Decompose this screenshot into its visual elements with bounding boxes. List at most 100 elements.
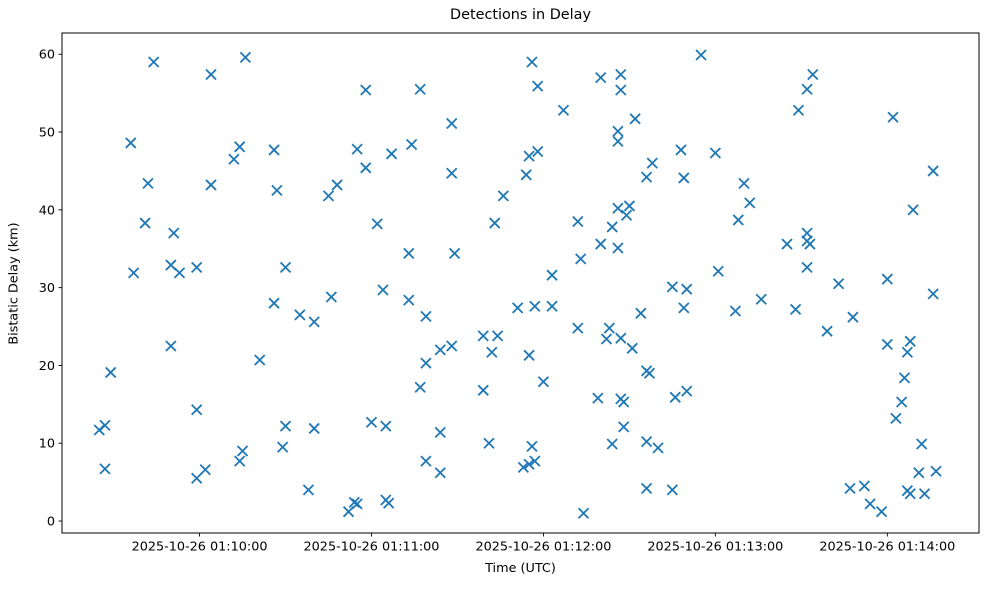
scatter-point	[205, 68, 217, 81]
scatter-point	[294, 309, 306, 321]
scatter-point	[804, 238, 816, 250]
scatter-point	[191, 472, 203, 484]
scatter-point	[526, 440, 538, 452]
scatter-point	[844, 482, 856, 494]
scatter-point	[434, 467, 446, 479]
scatter-point	[801, 83, 813, 95]
scatter-point	[105, 366, 117, 379]
scatter-point	[403, 247, 415, 260]
scatter-point	[575, 253, 587, 265]
scatter-point	[385, 148, 398, 160]
scatter-point	[199, 464, 211, 476]
scatter-point	[606, 438, 618, 450]
scatter-point	[234, 141, 246, 153]
scatter-point	[600, 333, 613, 345]
scatter-point	[618, 396, 630, 408]
scatter-point	[898, 372, 911, 384]
scatter-point	[927, 288, 939, 300]
scatter-point	[669, 391, 681, 403]
scatter-point	[887, 111, 899, 123]
scatter-point	[640, 482, 653, 494]
scatter-point	[125, 137, 137, 149]
scatter-point	[139, 217, 151, 229]
scatter-point	[864, 498, 876, 510]
scatter-point	[483, 437, 495, 449]
scatter-point	[414, 381, 426, 393]
scatter-point	[477, 384, 489, 396]
scatter-point	[351, 498, 363, 510]
scatter-point	[792, 104, 805, 116]
scatter-point	[612, 125, 624, 137]
scatter-point	[640, 171, 653, 183]
scatter-point	[486, 346, 498, 358]
scatter-point	[709, 147, 721, 159]
scatter-point	[236, 445, 249, 457]
scatter-point	[781, 238, 793, 250]
scatter-point	[302, 484, 315, 496]
scatter-point	[681, 385, 693, 397]
scatter-point	[523, 150, 535, 162]
scatter-point	[532, 80, 544, 92]
y-tick-label: 10	[39, 437, 55, 452]
scatter-point	[807, 68, 819, 81]
scatter-point	[365, 416, 378, 428]
scatter-point	[360, 162, 372, 174]
scatter-point	[517, 461, 530, 473]
scatter-point	[801, 261, 813, 274]
scatter-point	[322, 190, 335, 202]
scatter-point	[913, 467, 925, 479]
scatter-point	[890, 412, 902, 424]
scatter-point	[678, 302, 690, 314]
scatter-point	[732, 214, 744, 226]
scatter-point	[612, 135, 624, 148]
scatter-point	[646, 157, 658, 169]
y-tick-label: 60	[39, 48, 55, 63]
x-tick-label: 2025-10-26 01:13:00	[647, 540, 783, 555]
scatter-point	[626, 342, 638, 354]
scatter-point	[228, 153, 240, 165]
scatter-point	[595, 71, 607, 84]
scatter-point	[606, 221, 618, 233]
scatter-point	[789, 303, 802, 316]
scatter-point	[168, 227, 180, 239]
scatter-point	[895, 396, 908, 408]
chart-title: Detections in Delay	[450, 7, 591, 23]
scatter-point	[620, 209, 633, 221]
scatter-point	[916, 438, 928, 450]
scatter-point	[234, 455, 246, 467]
y-tick-label: 20	[39, 359, 55, 374]
scatter-point	[446, 340, 458, 352]
scatter-point	[529, 300, 541, 312]
scatter-point	[377, 284, 389, 296]
scatter-point	[331, 179, 343, 191]
scatter-point	[529, 455, 541, 467]
scatter-point	[572, 215, 584, 228]
scatter-point	[595, 238, 607, 250]
scatter-point	[325, 291, 338, 303]
scatter-point	[930, 465, 942, 477]
scatter-point	[557, 104, 570, 116]
scatter-point	[268, 144, 280, 156]
x-tick-label: 2025-10-26 01:12:00	[475, 540, 611, 555]
scatter-point	[279, 420, 292, 432]
scatter-point	[847, 311, 859, 323]
scatter-point	[523, 349, 535, 361]
scatter-point	[511, 302, 524, 314]
y-tick-label: 0	[47, 515, 55, 530]
scatter-point	[652, 442, 664, 454]
scatter-point	[142, 177, 154, 190]
scatter-point	[477, 330, 489, 342]
scatter-point	[858, 480, 871, 492]
x-axis-label: Time (UTC)	[485, 561, 556, 576]
scatter-point	[360, 84, 372, 96]
scatter-point	[420, 310, 432, 323]
scatter-point	[239, 51, 252, 63]
scatter-point	[546, 300, 558, 312]
scatter-point	[279, 261, 292, 274]
scatter-point	[420, 357, 432, 369]
scatter-point	[738, 177, 750, 190]
scatter-point	[681, 283, 693, 295]
x-tick-label: 2025-10-26 01:11:00	[304, 540, 440, 555]
scatter-point	[666, 484, 679, 496]
